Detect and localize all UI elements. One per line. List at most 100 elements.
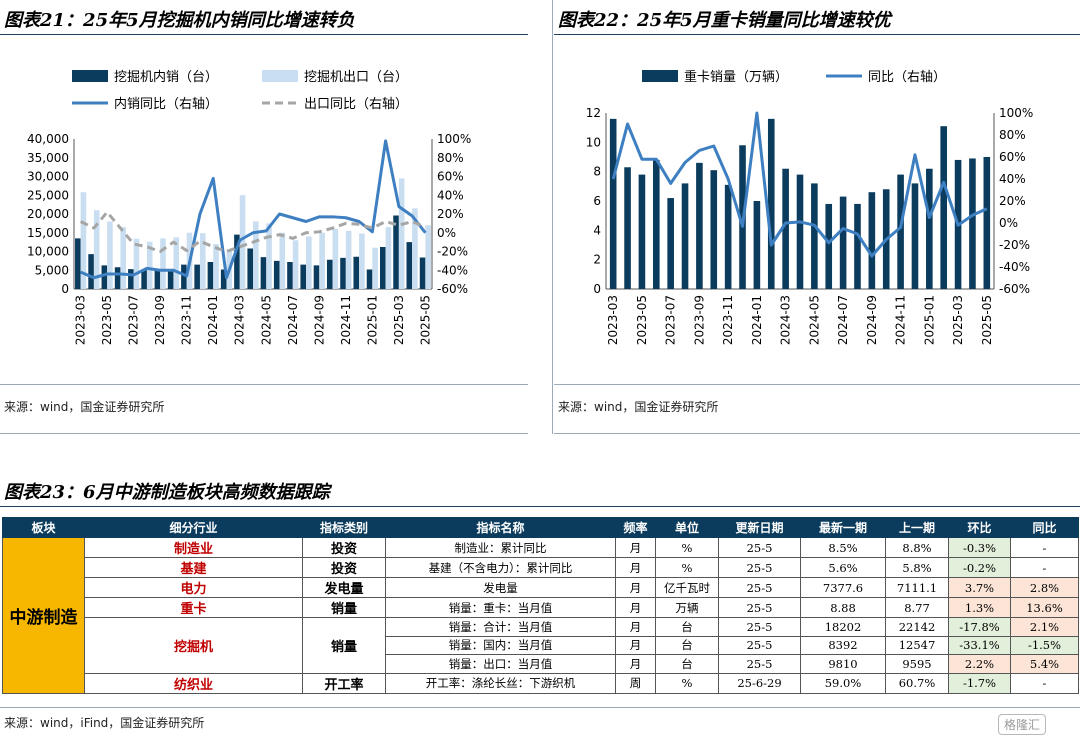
right-tick-label: 20% <box>437 207 464 221</box>
table-cell: - <box>1010 557 1079 578</box>
bar <box>425 225 431 289</box>
block-cell: 中游制造 <box>2 537 85 694</box>
table-cell: 月 <box>615 537 656 558</box>
table-row: 中游制造 制造业 投资 制造业：累计同比月% 25-5 8.5% 8.8% -0.3% - <box>2 537 1079 694</box>
bar <box>940 126 948 289</box>
bar <box>128 269 134 289</box>
right-tick-label: 80% <box>437 151 464 165</box>
x-tick-label: 2024-05 <box>807 295 821 345</box>
table-cell: 13.6% <box>1010 597 1079 618</box>
dashed-series-line <box>79 210 426 253</box>
right-tick-label: -20% <box>999 238 1030 252</box>
bar <box>313 265 320 289</box>
table-cell: 2.2% <box>948 654 1011 674</box>
table-title: 图表23：6月中游制造板块高频数据跟踪 <box>4 482 330 503</box>
table-cell: 基建 <box>84 557 303 578</box>
table-cell: 销量：国内：当月值 <box>385 635 616 656</box>
table-cell: 9810 <box>800 654 886 674</box>
bar <box>306 236 312 289</box>
table-cell: 9595 <box>885 654 949 674</box>
bar <box>260 257 267 289</box>
left-tick-label: 20,000 <box>27 207 69 221</box>
table-row: 挖掘机 销量 销量：合计：当月值月台 25-5 18202 22142 -17.8% 2.1% <box>3 617 1079 674</box>
table-cell: 2.8% <box>1010 577 1079 598</box>
bar <box>825 203 833 289</box>
table-cell: 22142 <box>885 617 949 637</box>
bar <box>839 196 847 289</box>
column-header: 最新一期 <box>800 517 886 538</box>
bar <box>385 227 392 289</box>
left-tick-label: 35,000 <box>27 151 69 165</box>
x-tick-label: 2025-01 <box>922 295 936 345</box>
bar <box>319 232 325 289</box>
column-header: 细分行业 <box>84 517 303 538</box>
table-cell: 25-5 <box>718 557 801 578</box>
bar <box>667 198 674 289</box>
table-cell: 电力 <box>84 577 303 598</box>
bar <box>652 159 660 289</box>
bar <box>696 162 703 289</box>
table-body: 中游制造 制造业 投资 制造业：累计同比月% 25-5 8.5% 8.8% -0.3% - 基建投… <box>2 537 1079 694</box>
bar <box>154 270 161 289</box>
table-cell: 7377.6 <box>800 577 886 598</box>
table-cell: 发电量 <box>302 577 386 598</box>
bar <box>926 168 933 289</box>
bar <box>393 215 399 289</box>
right-tick-label: -60% <box>999 282 1030 296</box>
right-tick-label: 0% <box>437 226 456 240</box>
x-tick-label: 2025-05 <box>418 295 432 345</box>
bar <box>266 223 272 289</box>
left-tick-label: 2 <box>593 253 601 267</box>
table-cell: -1.7% <box>948 672 1011 694</box>
left-tick-label: 6 <box>593 194 601 208</box>
table-cell: 销量 <box>302 597 386 618</box>
table-cell: 万辆 <box>655 597 719 618</box>
bar <box>983 157 991 289</box>
table-cell: 月 <box>615 654 656 674</box>
right-tick-label: 100% <box>999 106 1033 120</box>
bar <box>107 221 113 289</box>
right-tick-label: 40% <box>437 188 464 202</box>
bar <box>120 227 127 289</box>
bar <box>146 241 153 289</box>
bar <box>372 247 378 289</box>
x-tick-label: 2024-11 <box>339 295 353 345</box>
left-tick-label: 10,000 <box>27 245 69 259</box>
x-tick-label: 2023-09 <box>153 295 167 345</box>
table-cell: 8.77 <box>885 597 949 618</box>
x-tick-label: 2023-03 <box>74 295 88 345</box>
x-tick-label: 2024-01 <box>206 295 220 345</box>
table-cell: 1.3% <box>948 597 1011 618</box>
right-tick-label: -60% <box>437 282 468 296</box>
bar <box>220 269 227 289</box>
table-cell: 制造业 <box>84 537 303 558</box>
table-cell: -0.3% <box>948 537 1011 558</box>
data-table: 板块 细分行业 指标类别 指标名称 频率 单位 更新日期 最新一期 上一期 环比 同比 中游制造 制造… <box>2 517 1079 694</box>
table-cell: % <box>655 672 719 694</box>
chart21-source: 来源：wind，国金证券研究所 <box>4 400 165 414</box>
table-cell: 月 <box>615 597 656 618</box>
bar <box>897 174 904 289</box>
table-cell: 5.4% <box>1010 654 1079 674</box>
right-tick-label: 0% <box>999 216 1018 230</box>
table-cell: 月 <box>615 557 656 578</box>
table-cell: 25-5 <box>718 617 801 637</box>
bar <box>609 118 617 289</box>
legend-label: 挖掘机出口（台） <box>304 70 408 85</box>
table-cell: 销量：出口：当月值 <box>385 654 616 674</box>
legend-label: 同比（右轴） <box>868 70 946 85</box>
table-cell: -0.2% <box>948 557 1011 578</box>
chart22-title: 图表22：25年5月重卡销量同比增速较优 <box>558 10 891 31</box>
legend-label: 出口同比（右轴） <box>304 97 408 112</box>
left-tick-label: 4 <box>593 223 601 237</box>
bar <box>199 233 206 289</box>
table-cell: 8.8% <box>885 537 949 558</box>
left-tick-label: 12 <box>586 106 601 120</box>
bar <box>326 259 333 289</box>
table-cell: 25-5 <box>718 577 801 598</box>
x-tick-label: 2023-03 <box>606 295 620 345</box>
table-row: 基建 投资 基建（不含电力）：累计同比月% 25-5 5.6% 5.8% -0.2% - <box>3 557 1079 578</box>
legend-label: 内销同比（右轴） <box>114 96 218 112</box>
table-row: 电力 发电量 发电量月亿千瓦时 25-5 7377.6 7111.1 3.7% 2.8% <box>3 577 1079 598</box>
x-tick-label: 2023-09 <box>692 295 706 345</box>
